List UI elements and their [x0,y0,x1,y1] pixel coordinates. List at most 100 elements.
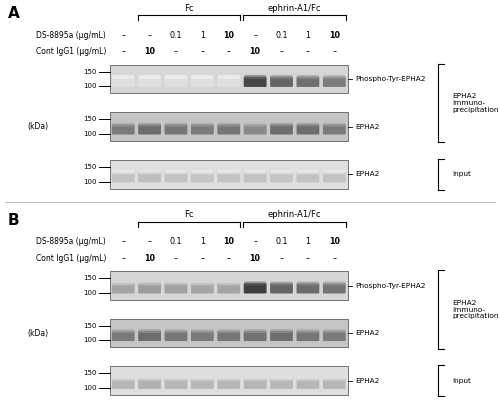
FancyBboxPatch shape [191,331,214,341]
FancyBboxPatch shape [165,122,187,126]
FancyBboxPatch shape [218,378,240,389]
FancyBboxPatch shape [244,281,266,285]
FancyBboxPatch shape [323,76,345,87]
Text: 10: 10 [329,31,340,40]
Text: EPHA2: EPHA2 [356,330,380,336]
FancyBboxPatch shape [296,283,320,294]
Text: 10: 10 [250,254,260,263]
FancyBboxPatch shape [324,377,345,381]
FancyBboxPatch shape [165,329,187,333]
FancyBboxPatch shape [112,329,134,333]
Text: –: – [306,47,310,56]
Text: 150: 150 [84,275,97,281]
FancyBboxPatch shape [270,377,292,381]
FancyBboxPatch shape [323,172,345,182]
FancyBboxPatch shape [164,76,188,87]
Text: Fc: Fc [184,210,194,219]
FancyBboxPatch shape [324,281,345,285]
FancyBboxPatch shape [191,378,214,389]
Text: Input: Input [452,378,471,384]
FancyBboxPatch shape [324,122,345,126]
FancyBboxPatch shape [112,283,134,294]
FancyBboxPatch shape [112,378,134,389]
FancyBboxPatch shape [323,283,345,294]
FancyBboxPatch shape [138,172,161,182]
FancyBboxPatch shape [270,76,293,87]
FancyBboxPatch shape [192,170,214,174]
Text: (kDa): (kDa) [27,328,48,337]
FancyBboxPatch shape [270,75,292,79]
Text: 150: 150 [84,323,97,329]
Text: –: – [227,47,231,56]
FancyBboxPatch shape [112,377,134,381]
FancyBboxPatch shape [138,283,161,294]
Text: –: – [174,254,178,263]
FancyBboxPatch shape [244,124,266,135]
FancyBboxPatch shape [192,75,214,79]
Text: Cont IgG1 (μg/mL): Cont IgG1 (μg/mL) [36,254,106,263]
Text: Input: Input [452,171,471,178]
Text: –: – [332,254,336,263]
FancyBboxPatch shape [138,329,160,333]
Text: EPHA2: EPHA2 [452,94,477,99]
Text: EPHA2: EPHA2 [356,171,380,178]
FancyBboxPatch shape [191,76,214,87]
FancyBboxPatch shape [165,377,187,381]
FancyBboxPatch shape [218,283,240,294]
Text: –: – [306,254,310,263]
FancyBboxPatch shape [165,75,187,79]
Text: 10: 10 [223,31,234,40]
FancyBboxPatch shape [138,331,161,341]
FancyBboxPatch shape [296,331,320,341]
Text: 0.1: 0.1 [170,238,182,247]
FancyBboxPatch shape [244,378,266,389]
Text: 100: 100 [84,385,97,391]
Text: 100: 100 [84,290,97,296]
FancyBboxPatch shape [297,122,319,126]
FancyBboxPatch shape [112,75,134,79]
Text: 10: 10 [329,238,340,247]
FancyBboxPatch shape [323,124,345,135]
FancyBboxPatch shape [323,331,345,341]
Bar [110,160,348,189]
FancyBboxPatch shape [244,122,266,126]
FancyBboxPatch shape [324,170,345,174]
FancyBboxPatch shape [218,122,240,126]
FancyBboxPatch shape [296,76,320,87]
Text: –: – [200,47,204,56]
Text: 1: 1 [200,31,205,40]
FancyBboxPatch shape [191,124,214,135]
Text: precipitation: precipitation [452,107,499,112]
FancyBboxPatch shape [138,75,160,79]
Text: EPHA2: EPHA2 [452,300,477,306]
FancyBboxPatch shape [270,122,292,126]
Text: (kDa): (kDa) [27,122,48,131]
FancyBboxPatch shape [297,377,319,381]
FancyBboxPatch shape [112,172,134,182]
Text: 0.1: 0.1 [170,31,182,40]
FancyBboxPatch shape [165,170,187,174]
Bar [110,366,348,395]
Text: 10: 10 [144,254,155,263]
FancyBboxPatch shape [296,124,320,135]
FancyBboxPatch shape [270,331,293,341]
FancyBboxPatch shape [112,170,134,174]
Text: DS-8895a (μg/mL): DS-8895a (μg/mL) [36,238,106,247]
Text: EPHA2: EPHA2 [356,378,380,384]
FancyBboxPatch shape [244,283,266,294]
FancyBboxPatch shape [297,75,319,79]
Text: 100: 100 [84,131,97,137]
FancyBboxPatch shape [324,75,345,79]
FancyBboxPatch shape [165,281,187,285]
Text: 10: 10 [250,47,260,56]
FancyBboxPatch shape [270,172,293,182]
FancyBboxPatch shape [270,378,293,389]
FancyBboxPatch shape [218,75,240,79]
FancyBboxPatch shape [164,378,188,389]
FancyBboxPatch shape [164,283,188,294]
Text: –: – [280,47,283,56]
Text: 100: 100 [84,337,97,344]
FancyBboxPatch shape [270,283,293,294]
Text: –: – [121,31,125,40]
FancyBboxPatch shape [270,124,293,135]
